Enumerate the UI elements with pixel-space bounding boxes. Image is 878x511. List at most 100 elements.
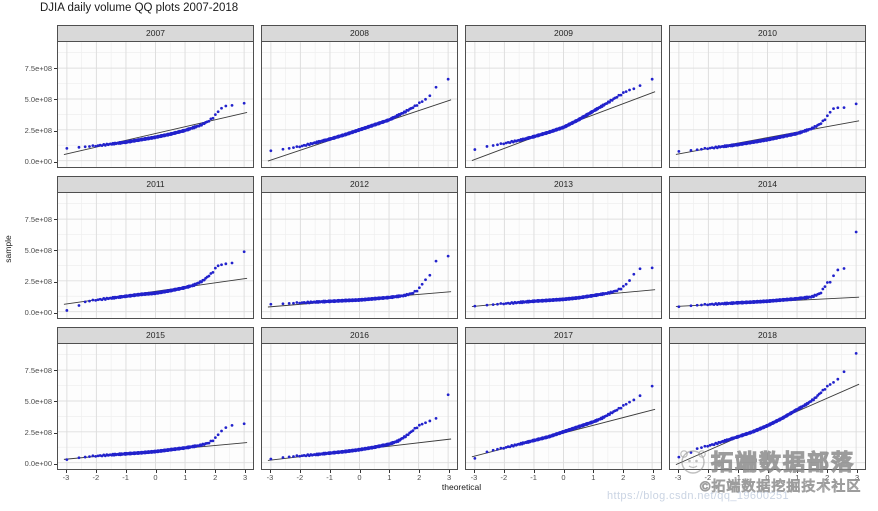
facet-strip-2010: 2010	[669, 25, 866, 42]
facet-2017: 2017	[465, 327, 662, 470]
x-tick-mark	[419, 470, 421, 473]
x-tick-mark	[95, 470, 97, 473]
x-tick-mark	[329, 470, 331, 473]
x-tick-mark	[737, 470, 739, 473]
x-tick-label: 0	[765, 473, 770, 482]
qq-panel-2009	[465, 42, 662, 168]
x-tick-mark	[593, 470, 595, 473]
facet-2007: 2007	[57, 25, 254, 168]
facet-strip-2018: 2018	[669, 327, 866, 344]
y-tick-mark	[54, 99, 57, 101]
y-tick-mark	[54, 370, 57, 372]
x-tick-mark	[707, 470, 709, 473]
x-tick-label: 3	[650, 473, 656, 482]
x-tick-label: -2	[92, 473, 100, 482]
x-tick-label: 1	[591, 473, 596, 482]
qq-panel-2012	[261, 193, 458, 319]
y-tick-label: 2.5e+08	[24, 126, 52, 136]
x-tick-mark	[299, 470, 301, 473]
y-tick-label: 7.5e+08	[24, 365, 52, 375]
x-tick-mark	[359, 470, 361, 473]
x-tick-mark	[65, 470, 67, 473]
y-tick-label: 2.5e+08	[24, 428, 52, 438]
x-tick-label: 3	[854, 473, 860, 482]
facet-2013: 2013	[465, 176, 662, 319]
qq-panel-2007	[57, 42, 254, 168]
page-title: DJIA daily volume QQ plots 2007-2018	[40, 2, 239, 14]
facet-strip-2017: 2017	[465, 327, 662, 344]
x-tick-mark	[389, 470, 391, 473]
x-tick-mark	[533, 470, 535, 473]
x-tick-label: 2	[417, 473, 422, 482]
facet-strip-2009: 2009	[465, 25, 662, 42]
x-tick-label: 0	[561, 473, 566, 482]
x-tick-label: -3	[266, 473, 274, 482]
y-tick-mark	[54, 250, 57, 252]
y-tick-label: 7.5e+08	[24, 63, 52, 73]
y-tick-mark	[54, 219, 57, 221]
qq-panel-2011	[57, 193, 254, 319]
y-tick-mark	[54, 68, 57, 70]
y-tick-mark	[54, 312, 57, 314]
x-tick-mark	[563, 470, 565, 473]
x-tick-label: 1	[183, 473, 188, 482]
facet-strip-2012: 2012	[261, 176, 458, 193]
x-axis-title: theoretical	[441, 482, 482, 492]
qq-panel-2014	[669, 193, 866, 319]
y-tick-mark	[54, 281, 57, 283]
y-tick-label: 5.0e+08	[24, 396, 52, 406]
qq-panel-2015	[57, 344, 254, 470]
x-tick-label: -2	[704, 473, 712, 482]
x-tick-mark	[827, 470, 829, 473]
x-tick-label: 0	[153, 473, 158, 482]
x-tick-label: 1	[795, 473, 800, 482]
x-tick-mark	[503, 470, 505, 473]
x-tick-label: -2	[296, 473, 304, 482]
y-tick-mark	[54, 161, 57, 163]
x-tick-label: -2	[500, 473, 508, 482]
qq-panel-2017	[465, 344, 662, 470]
facet-2009: 2009	[465, 25, 662, 168]
facet-2015: 2015	[57, 327, 254, 470]
qq-panel-2018	[669, 344, 866, 470]
x-tick-mark	[473, 470, 475, 473]
facet-strip-2015: 2015	[57, 327, 254, 344]
qq-panel-2016	[261, 344, 458, 470]
x-tick-mark	[125, 470, 127, 473]
y-tick-label: 0.0e+00	[24, 157, 52, 167]
x-tick-mark	[767, 470, 769, 473]
x-tick-label: 1	[387, 473, 392, 482]
facet-2008: 2008	[261, 25, 458, 168]
facet-2014: 2014	[669, 176, 866, 319]
y-tick-label: 7.5e+08	[24, 214, 52, 224]
x-tick-mark	[677, 470, 679, 473]
x-tick-label: -3	[470, 473, 478, 482]
x-tick-label: 3	[446, 473, 452, 482]
x-tick-mark	[449, 470, 451, 473]
y-tick-mark	[54, 401, 57, 403]
x-tick-mark	[857, 470, 859, 473]
y-tick-label: 0.0e+00	[24, 308, 52, 318]
x-tick-label: 0	[357, 473, 362, 482]
x-tick-label: 3	[242, 473, 248, 482]
x-tick-label: -1	[122, 473, 129, 482]
x-tick-mark	[185, 470, 187, 473]
x-tick-mark	[215, 470, 217, 473]
x-tick-label: 2	[213, 473, 218, 482]
facet-2012: 2012	[261, 176, 458, 319]
facet-2010: 2010	[669, 25, 866, 168]
facet-strip-2011: 2011	[57, 176, 254, 193]
qq-panel-2010	[669, 42, 866, 168]
facet-2011: 2011	[57, 176, 254, 319]
qq-panel-2008	[261, 42, 458, 168]
y-tick-mark	[54, 130, 57, 132]
facet-strip-2016: 2016	[261, 327, 458, 344]
x-tick-mark	[155, 470, 157, 473]
x-tick-mark	[623, 470, 625, 473]
facet-2018: 2018	[669, 327, 866, 470]
y-tick-label: 2.5e+08	[24, 277, 52, 287]
x-tick-label: 2	[825, 473, 830, 482]
x-tick-mark	[245, 470, 247, 473]
x-tick-label: -1	[530, 473, 537, 482]
